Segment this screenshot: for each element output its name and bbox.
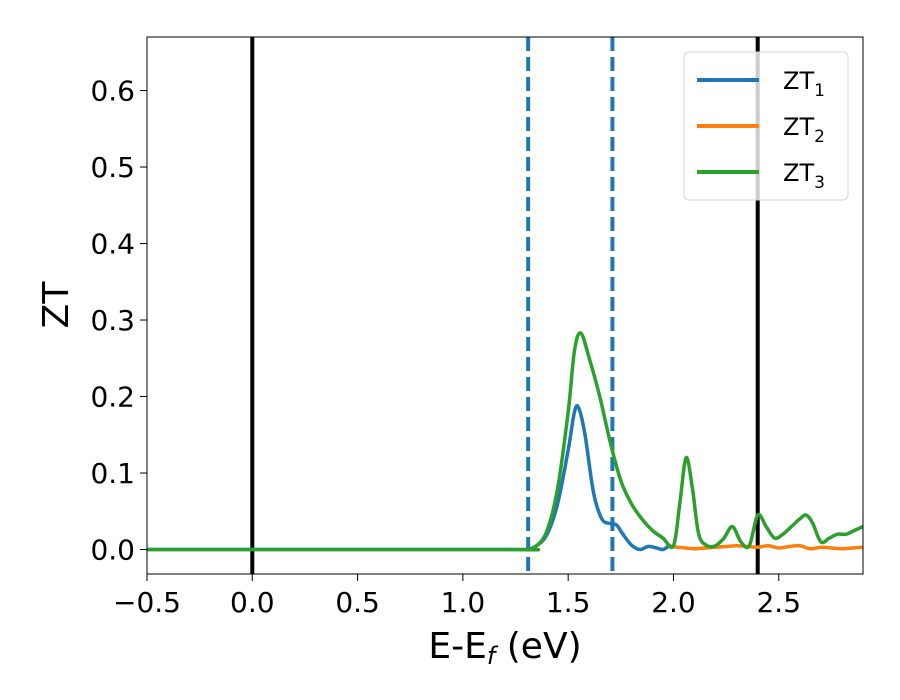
series-line-zt2 xyxy=(667,543,863,551)
legend: ZT1 ZT2 ZT3 xyxy=(683,51,849,201)
x-tick-label: 0.5 xyxy=(335,586,380,619)
y-axis-label: ZT xyxy=(36,281,77,329)
x-tick-label: 0.0 xyxy=(230,586,275,619)
x-tick-label: 2.5 xyxy=(756,586,801,619)
legend-label-zt3: ZT3 xyxy=(783,159,825,193)
legend-box xyxy=(683,51,849,201)
legend-label-zt1: ZT1 xyxy=(783,67,825,101)
y-tick-label: 0.2 xyxy=(90,381,135,414)
series-line-zt1 xyxy=(147,403,672,552)
x-tick-label: −0.5 xyxy=(113,586,181,619)
x-axis-ticks: −0.5 0.0 0.5 1.0 1.5 2.0 2.5 xyxy=(113,574,801,619)
y-tick-label: 0.5 xyxy=(90,151,135,184)
x-tick-label: 1.0 xyxy=(441,586,486,619)
series-line-zt3 xyxy=(147,331,863,552)
y-tick-label: 0.3 xyxy=(90,304,135,337)
y-tick-label: 0.0 xyxy=(90,534,135,567)
y-tick-label: 0.1 xyxy=(90,457,135,490)
x-tick-label: 1.5 xyxy=(546,586,591,619)
legend-label-zt2: ZT2 xyxy=(783,113,825,147)
y-tick-label: 0.6 xyxy=(90,75,135,108)
y-tick-label: 0.4 xyxy=(90,228,135,261)
x-tick-label: 2.0 xyxy=(651,586,696,619)
axes-frame xyxy=(146,36,864,575)
y-axis-ticks: 0.0 0.1 0.2 0.3 0.4 0.5 0.6 xyxy=(90,75,147,567)
x-axis-label: E-Ef (eV) xyxy=(428,626,581,670)
